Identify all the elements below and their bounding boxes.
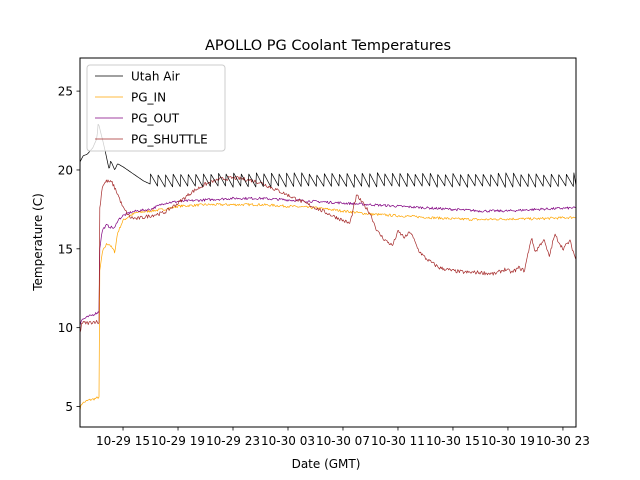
- x-tick-label: 10-29 15: [96, 434, 150, 448]
- x-axis-label: Date (GMT): [292, 457, 361, 471]
- series-line-pg-shuttle: [79, 176, 577, 333]
- x-tick-label: 10-29 19: [151, 434, 205, 448]
- x-tick-label: 10-30 07: [316, 434, 370, 448]
- legend-box: [86, 64, 226, 152]
- x-tick-label: 10-29 23: [206, 434, 260, 448]
- axes-frame: [79, 57, 577, 428]
- x-tick-label: 10-30 15: [426, 434, 480, 448]
- legend-label: PG_IN: [131, 91, 166, 105]
- y-tick-label: 25: [58, 85, 73, 99]
- legend: Utah Air PG_IN PG_OUT PG_SHUTTLE: [86, 64, 226, 152]
- series-line-utah-air: [79, 123, 577, 188]
- plot-area: [79, 123, 577, 411]
- legend-label: Utah Air: [131, 70, 180, 84]
- y-tick-label: 20: [58, 163, 73, 177]
- chart-title: APOLLO PG Coolant Temperatures: [205, 38, 451, 54]
- y-axis: 5 10 15 20 25: [58, 85, 80, 414]
- legend-label: PG_SHUTTLE: [131, 133, 208, 147]
- legend-label: PG_OUT: [131, 112, 180, 126]
- y-axis-label: Temperature (C): [31, 193, 45, 292]
- y-tick-label: 5: [65, 400, 73, 414]
- x-tick-label: 10-30 03: [261, 434, 315, 448]
- series-line-pg-out: [79, 196, 576, 326]
- x-tick-label: 10-30 11: [371, 434, 425, 448]
- x-axis: 10-29 15 10-29 19 10-29 23 10-30 03 10-30 07…: [96, 427, 590, 448]
- y-tick-label: 15: [58, 242, 73, 256]
- x-tick-label: 10-30 23: [536, 434, 590, 448]
- x-tick-label: 10-30 19: [481, 434, 535, 448]
- y-tick-label: 10: [58, 321, 73, 335]
- series-line-pg-in: [79, 203, 576, 411]
